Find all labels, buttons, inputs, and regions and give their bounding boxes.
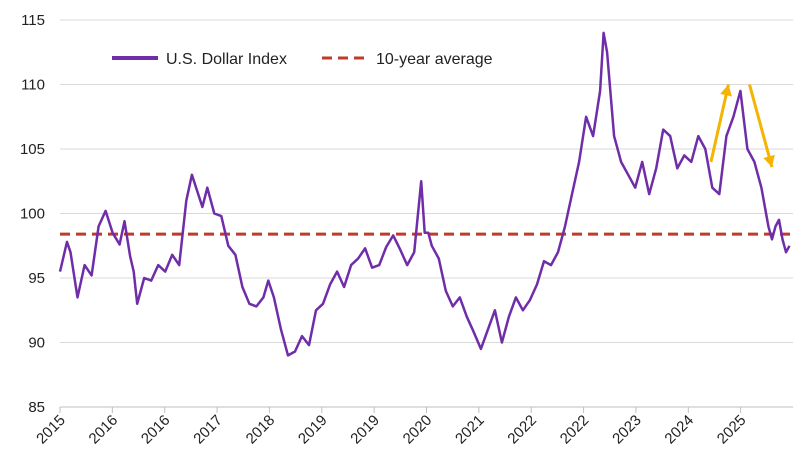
arrow-down-head [763,154,775,168]
y-tick-label: 95 [28,270,45,287]
y-axis-ticks: 85 90 95 100 105 110 115 [20,12,45,416]
y-tick-label: 90 [28,335,45,352]
legend-label-index: U.S. Dollar Index [166,51,287,68]
x-tick-label: 2015 [33,412,69,448]
arrow-down-shaft [748,84,774,168]
x-tick-label: 2021 [452,412,488,448]
legend-label-average: 10-year average [376,51,493,68]
x-tick-label: 2017 [190,412,226,448]
grid-lines [60,19,793,343]
x-tick-label: 2016 [138,412,174,448]
trend-arrows [709,84,775,168]
x-tick-label: 2024 [661,412,697,448]
x-tick-label: 2025 [714,412,750,448]
y-tick-label: 105 [20,141,45,158]
y-tick-label: 85 [28,399,45,416]
y-tick-label: 115 [21,12,45,29]
legend: U.S. Dollar Index 10-year average [112,51,493,68]
dollar-index-series-line [58,31,791,357]
x-tick-label: 2020 [400,412,436,448]
x-tick-label: 2016 [86,412,122,448]
x-tick-label: 2022 [557,412,593,448]
x-axis-ticks: 2015 2016 2016 2017 2018 2019 2019 2020 2021 2022… [33,407,749,447]
arrow-up-shaft [709,84,730,163]
arrow-up-head [720,84,732,97]
y-tick-label: 110 [21,77,45,94]
x-tick-label: 2023 [609,412,645,448]
x-tick-label: 2022 [504,412,540,448]
y-tick-label: 100 [20,206,45,223]
x-tick-label: 2019 [295,412,331,448]
x-tick-label: 2019 [347,412,383,448]
x-tick-label: 2018 [243,412,279,448]
